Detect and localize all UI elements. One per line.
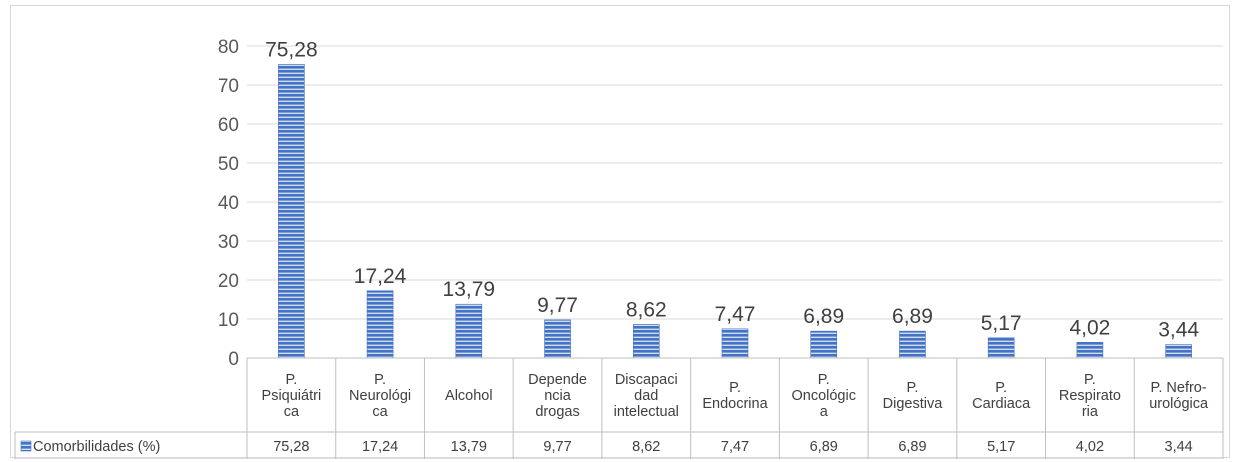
x-category-label: Depende ncia drogas <box>528 372 587 420</box>
table-value-cell: 7,47 <box>721 439 749 455</box>
bar <box>810 330 838 359</box>
legend-key <box>20 440 32 452</box>
table-value-cell: 3,44 <box>1165 439 1193 455</box>
bar <box>544 319 571 359</box>
bar <box>278 64 305 359</box>
y-tick-label: 50 <box>218 154 239 175</box>
y-tick-label: 30 <box>218 232 239 253</box>
y-tick-label: 10 <box>218 310 239 331</box>
x-category-label: P. Neurológi ca <box>349 372 411 420</box>
bar <box>366 290 394 359</box>
table-value-cell: 4,02 <box>1076 439 1104 455</box>
table-value-cell: 9,77 <box>543 439 571 455</box>
x-category-label: P. Respirato ria <box>1059 372 1121 420</box>
y-tick-label: 70 <box>218 76 239 97</box>
x-category-label: Alcohol <box>445 388 493 404</box>
bar <box>721 328 749 359</box>
table-value-cell: 17,24 <box>362 439 398 455</box>
data-label: 3,44 <box>1158 319 1199 342</box>
table-value-cell: 5,17 <box>987 439 1015 455</box>
bar <box>987 337 1015 359</box>
data-label: 75,28 <box>265 38 318 61</box>
y-axis-ticks: 0 10 20 30 40 50 60 70 80 <box>218 37 239 370</box>
bar-chart: 0 10 20 30 40 50 60 70 80 75,28 17,24 13,79 9,77 8,6… <box>14 37 1224 459</box>
data-label: 13,79 <box>443 278 496 301</box>
x-category-label: P. Psiquiátri ca <box>262 372 322 420</box>
bar <box>455 303 483 359</box>
x-category-label: P. Digestiva <box>883 380 944 412</box>
bar <box>1076 342 1104 359</box>
data-label: 4,02 <box>1069 316 1110 339</box>
x-category-label: P. Nefro-urológica <box>1149 380 1209 412</box>
data-label: 9,77 <box>537 294 578 317</box>
data-table: P. Psiquiátri ca P. Neurológi ca Alcohol Depend… <box>14 357 1224 459</box>
data-label: 8,62 <box>626 298 667 321</box>
y-tick-label: 0 <box>228 349 239 370</box>
table-value-cell: 75,28 <box>273 439 309 455</box>
gridlines <box>247 45 1223 320</box>
bar <box>632 324 660 359</box>
x-category-label: P. Endocrina <box>702 380 768 412</box>
table-value-cell: 8,62 <box>632 439 660 455</box>
table-value-cell: 6,89 <box>898 439 926 455</box>
data-label: 6,89 <box>803 305 844 328</box>
table-value-cell: 13,79 <box>451 439 487 455</box>
table-value-cell: 6,89 <box>810 439 838 455</box>
bars <box>278 64 1192 359</box>
legend-series-name: Comorbilidades (%) <box>33 439 160 455</box>
chart-frame: 0 10 20 30 40 50 60 70 80 75,28 17,24 13,79 9,77 8,6… <box>10 5 1230 459</box>
y-tick-label: 20 <box>218 271 239 292</box>
data-label: 17,24 <box>354 265 407 288</box>
data-label: 7,47 <box>715 303 756 326</box>
x-category-label: P. Cardiaca <box>972 380 1031 412</box>
x-category-label: Discapaci dad intelectual <box>614 372 679 420</box>
x-category-label: P. Oncológic a <box>791 372 855 420</box>
y-tick-label: 40 <box>218 193 239 214</box>
y-tick-label: 60 <box>218 115 239 136</box>
y-tick-label: 80 <box>218 37 239 58</box>
data-label: 6,89 <box>892 305 933 328</box>
data-label: 5,17 <box>981 312 1022 335</box>
bar <box>1165 344 1192 359</box>
bar <box>899 330 926 359</box>
data-labels: 75,28 17,24 13,79 9,77 8,62 7,47 6,89 6,89 5,17 4… <box>265 38 1199 341</box>
